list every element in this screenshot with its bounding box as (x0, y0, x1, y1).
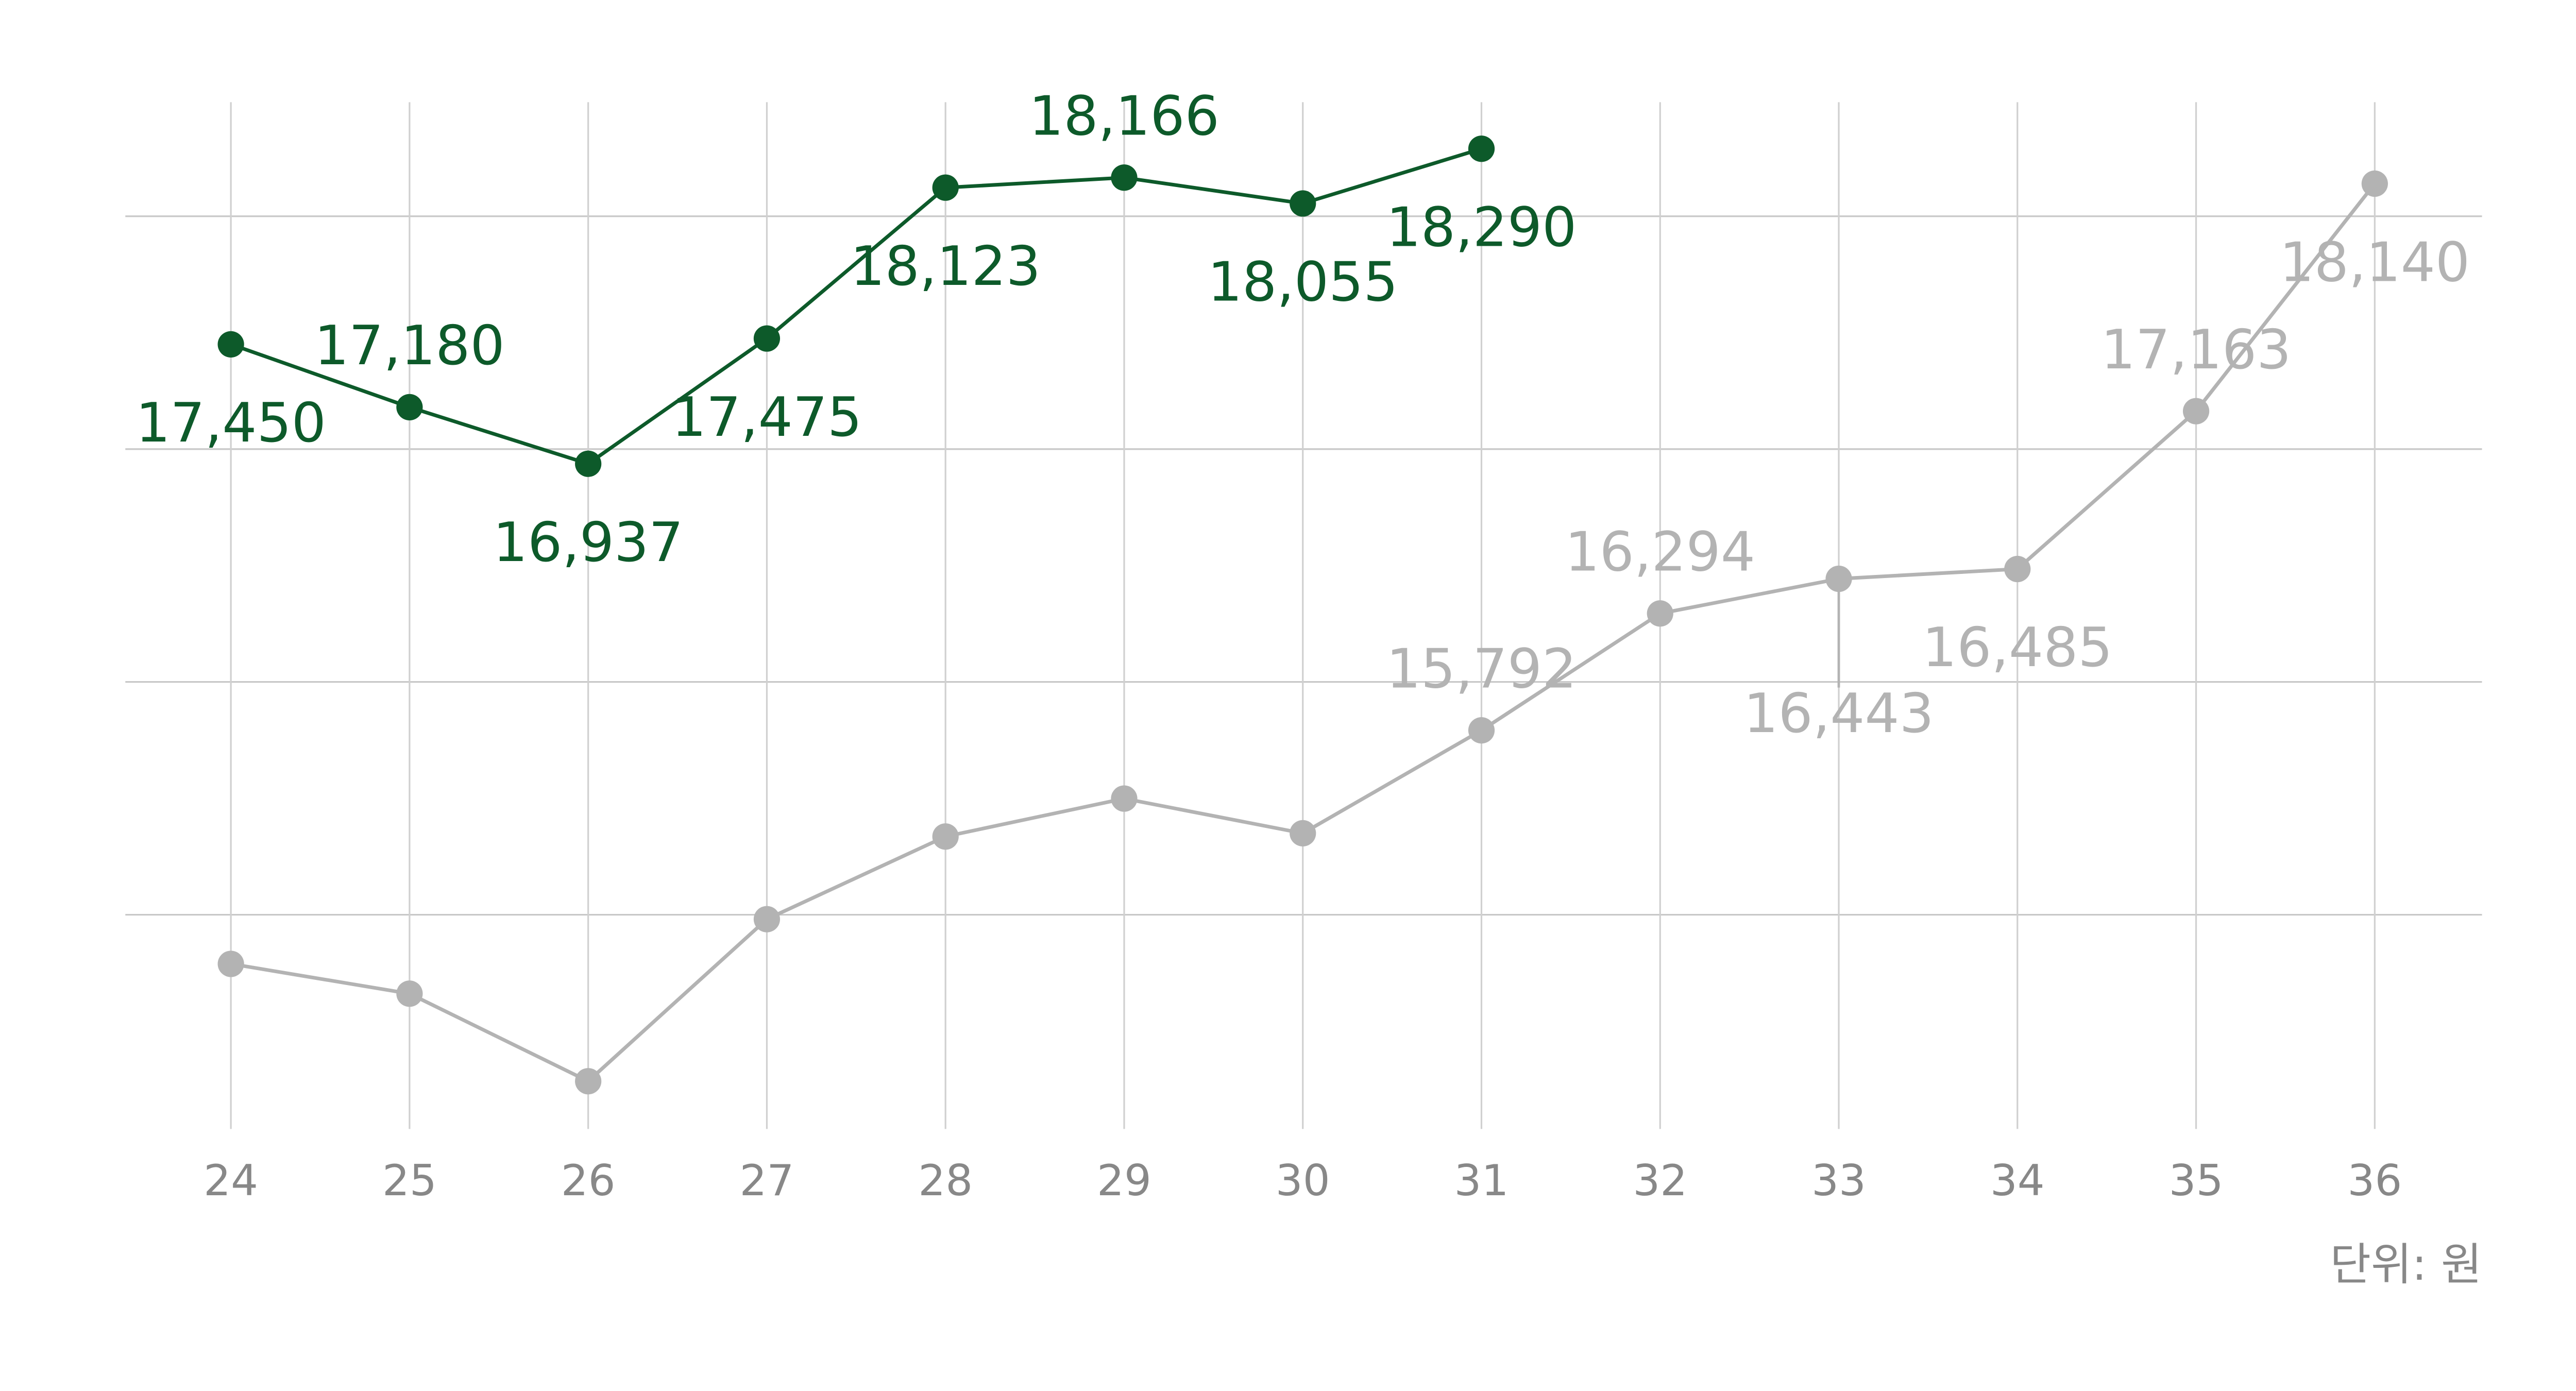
data-label: 16,443 (1743, 682, 1934, 745)
data-point (753, 325, 781, 352)
x-tick-label: 26 (561, 1156, 616, 1206)
data-point (217, 951, 244, 977)
data-label: 17,450 (135, 391, 326, 454)
data-point (575, 450, 602, 477)
x-tick-label: 30 (1276, 1156, 1330, 1206)
x-tick-label: 33 (1811, 1156, 1866, 1206)
data-label: 18,055 (1208, 250, 1398, 314)
data-point (575, 1068, 602, 1095)
data-point (932, 823, 959, 850)
x-tick-label: 34 (1990, 1156, 2045, 1206)
data-point (1825, 565, 1852, 592)
data-label: 18,290 (1386, 195, 1577, 259)
data-label: 18,140 (2280, 230, 2470, 294)
data-point (1290, 820, 1316, 846)
data-point (1111, 785, 1138, 812)
data-label: 17,163 (2101, 318, 2292, 381)
data-point (396, 980, 423, 1007)
x-tick-label: 32 (1633, 1156, 1687, 1206)
x-tick-label: 28 (918, 1156, 973, 1206)
data-point (2004, 555, 2031, 583)
data-label: 16,485 (1922, 616, 2113, 679)
data-label: 16,937 (493, 511, 684, 574)
data-point (932, 174, 959, 201)
x-tick-label: 29 (1097, 1156, 1151, 1206)
data-point (2182, 398, 2210, 425)
unit-note: 단위: 원 (2330, 1239, 2482, 1291)
data-label: 18,123 (850, 234, 1041, 298)
data-label: 18,166 (1029, 84, 1219, 148)
x-tick-label: 31 (1454, 1156, 1509, 1206)
data-label: 16,294 (1565, 520, 1755, 584)
data-point (217, 331, 244, 358)
series-line (230, 147, 1482, 466)
data-point (396, 394, 423, 420)
x-tick-label: 27 (739, 1156, 794, 1206)
data-point (1468, 135, 1495, 162)
data-point (753, 906, 781, 932)
data-label: 17,475 (672, 385, 862, 449)
x-tick-label: 24 (204, 1156, 258, 1206)
data-point (1468, 717, 1495, 744)
x-tick-label: 35 (2169, 1156, 2224, 1206)
data-point (1647, 600, 1673, 627)
data-point (1111, 164, 1138, 191)
x-tick-label: 36 (2347, 1156, 2402, 1206)
data-label: 15,792 (1386, 637, 1577, 700)
data-point (1290, 190, 1316, 217)
data-label: 17,180 (314, 314, 505, 377)
data-point (2361, 170, 2388, 197)
x-tick-label: 25 (382, 1156, 437, 1206)
